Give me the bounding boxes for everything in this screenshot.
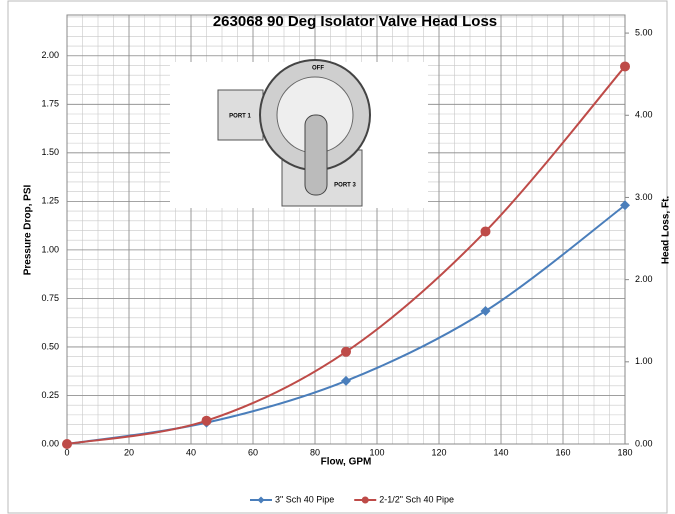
- series-line: [66, 65, 626, 445]
- legend-marker: [361, 496, 369, 504]
- y-axis-label: Pressure Drop, PSI: [23, 184, 34, 275]
- y-tick-label: 2.00: [41, 50, 59, 60]
- point: [341, 375, 351, 386]
- legend-marker: [257, 496, 265, 504]
- plot-border: [66, 14, 626, 445]
- point: [480, 306, 491, 317]
- point: [341, 346, 351, 357]
- x-tick-label: 100: [369, 447, 384, 457]
- x-tick-label: 120: [431, 447, 446, 457]
- y-tick-label: 0.50: [41, 341, 59, 351]
- x-tick-label: 160: [555, 447, 570, 457]
- y2-tick-label: 4.00: [635, 110, 653, 120]
- x-tick-label: 20: [124, 447, 134, 457]
- y2-tick-label: 0.00: [635, 438, 653, 448]
- y-tick-label: 1.75: [41, 99, 59, 109]
- legend-label: 2-1/2" Sch 40 Pipe: [379, 494, 454, 504]
- valve-handle: [304, 114, 328, 196]
- x-tick-label: 140: [493, 447, 508, 457]
- x-tick-label: 180: [617, 447, 632, 457]
- annotation: PORT 1: [229, 114, 251, 120]
- annotation: OFF: [312, 66, 324, 72]
- y-tick-label: 0.75: [41, 293, 59, 303]
- x-axis-label: Flow, GPM: [321, 457, 372, 468]
- y-tick-label: 0.00: [41, 438, 59, 448]
- valve-image: PORT 1 PORT 3 OFF: [170, 59, 428, 208]
- y-tick-label: 1.00: [41, 244, 59, 254]
- x-tick-label: 80: [310, 447, 320, 457]
- annotation: PORT 3: [334, 183, 356, 189]
- x-tick-label: 0: [64, 447, 69, 457]
- legend-label: 3" Sch 40 Pipe: [275, 494, 334, 504]
- point: [62, 439, 72, 449]
- chart-title: 263068 90 Deg Isolator Valve Head Loss: [213, 13, 497, 30]
- x-tick-label: 60: [248, 447, 258, 457]
- point: [480, 226, 491, 237]
- x-tick-label: 40: [186, 447, 196, 457]
- y2-tick-label: 5.00: [635, 27, 653, 37]
- y2-tick-label: 1.00: [635, 356, 653, 366]
- y2-axis-label: Head Loss, Ft.: [661, 196, 672, 265]
- point: [201, 415, 212, 426]
- point: [620, 200, 630, 211]
- y-tick-label: 1.25: [41, 196, 59, 206]
- y2-tick-label: 3.00: [635, 192, 653, 202]
- y-tick-label: 1.50: [41, 147, 59, 157]
- y2-tick-label: 2.00: [635, 274, 653, 284]
- y-tick-label: 0.25: [41, 390, 59, 400]
- point: [620, 61, 630, 72]
